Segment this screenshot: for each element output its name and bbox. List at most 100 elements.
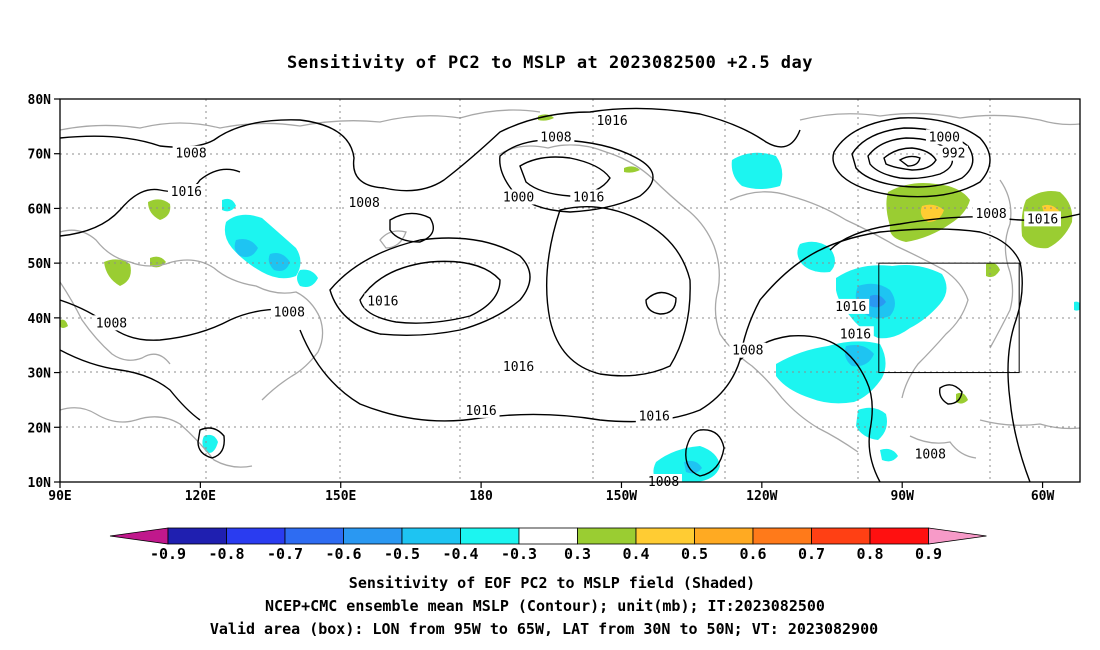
colorbar-tick-label: 0.7 bbox=[798, 545, 825, 563]
contour-label-bg bbox=[972, 205, 1010, 221]
contour-label: 992 bbox=[942, 147, 965, 162]
mslp-contour bbox=[685, 429, 725, 477]
shade-positive bbox=[148, 199, 171, 220]
mslp-contour bbox=[60, 349, 201, 421]
colorbar-swatch bbox=[167, 527, 227, 545]
lat-tick-label: 70N bbox=[28, 148, 52, 163]
colorbar-swatch bbox=[284, 527, 344, 545]
footer-line-2: NCEP+CMC ensemble mean MSLP (Contour); u… bbox=[265, 597, 825, 615]
contour-label-bg bbox=[172, 145, 210, 161]
shade-negative bbox=[222, 198, 236, 212]
contour-label: 1008 bbox=[96, 316, 127, 331]
shade-negative bbox=[880, 448, 898, 462]
contour-label: 1016 bbox=[835, 300, 866, 315]
contour-label-bg bbox=[500, 359, 537, 375]
mslp-contour bbox=[938, 384, 963, 405]
coastline bbox=[729, 191, 969, 399]
contour-label-bg bbox=[462, 402, 500, 418]
colorbar-swatch bbox=[460, 527, 520, 545]
coastline bbox=[60, 407, 253, 468]
lon-tick-label: 150W bbox=[606, 489, 637, 504]
contour-label: 1008 bbox=[975, 207, 1006, 222]
contour-label: 1008 bbox=[175, 147, 206, 162]
contour-label: 1016 bbox=[503, 360, 534, 375]
contour-label-bg bbox=[270, 304, 308, 320]
coastline bbox=[909, 435, 977, 459]
colorbar-high-end bbox=[928, 527, 987, 545]
contour-label-bg bbox=[345, 194, 383, 210]
colorbar-swatch bbox=[518, 527, 578, 545]
shade-positive bbox=[920, 204, 944, 222]
mslp-contour bbox=[898, 155, 921, 167]
contour-label: 1008 bbox=[915, 448, 946, 463]
coastline bbox=[60, 281, 171, 365]
map-panel: 1016 1008 1000 992 1008 1016 1008 1000 1016 1008 1… bbox=[59, 98, 1081, 490]
shade-negative bbox=[1074, 301, 1080, 311]
coastline bbox=[379, 230, 407, 249]
contour-label-bg bbox=[570, 189, 608, 205]
coastline bbox=[979, 419, 1080, 430]
colorbar: -0.9 -0.8 -0.7 -0.6 -0.5 -0.4 -0.3 0.3 0.4 0.5 0.6… bbox=[109, 527, 987, 563]
colorbar-swatch bbox=[811, 527, 871, 545]
contour-label: 1016 bbox=[465, 404, 496, 419]
contour-label-bg bbox=[93, 315, 130, 331]
lon-tick-label: 90W bbox=[890, 489, 914, 504]
contour-label-bg bbox=[925, 129, 963, 145]
contour-label: 1016 bbox=[840, 327, 871, 342]
lon-tick-label: 180 bbox=[469, 489, 493, 504]
contour-label-bg bbox=[837, 326, 874, 342]
colorbar-tick-label: 0.4 bbox=[622, 545, 649, 563]
mslp-contour bbox=[329, 237, 531, 337]
mslp-contour bbox=[545, 206, 691, 377]
colorbar-swatch bbox=[343, 527, 403, 545]
shade-negative bbox=[731, 152, 783, 189]
lon-tick-label: 150E bbox=[325, 489, 356, 504]
contour-label: 1016 bbox=[171, 185, 202, 200]
mslp-contour bbox=[519, 156, 611, 197]
colorbar-tick-label: -0.8 bbox=[208, 545, 244, 563]
colorbar-tick-label: 0.8 bbox=[856, 545, 883, 563]
shade-negative bbox=[268, 253, 290, 271]
latitude-axis: 80N 70N 60N 50N 40N 30N 20N 10N bbox=[28, 93, 60, 491]
contour-label-bg bbox=[911, 446, 949, 462]
figure-title: Sensitivity of PC2 to MSLP at 2023082500… bbox=[287, 53, 813, 73]
shade-negative bbox=[684, 460, 702, 474]
contour-label-bg bbox=[500, 189, 537, 205]
contour-label: 1000 bbox=[929, 130, 960, 145]
colorbar-swatch bbox=[226, 527, 286, 545]
mslp-contour bbox=[883, 147, 937, 171]
contour-label-bg bbox=[939, 145, 968, 161]
shade-positive bbox=[624, 166, 640, 173]
contour-label-bg bbox=[593, 112, 631, 128]
colorbar-swatch bbox=[635, 527, 695, 545]
shade-positive bbox=[60, 319, 68, 328]
mslp-contour bbox=[197, 427, 225, 459]
shade-negative bbox=[844, 345, 874, 367]
shade-positive bbox=[986, 262, 1000, 278]
colorbar-tick-label: -0.3 bbox=[501, 545, 537, 563]
colorbar-tick-label: 0.9 bbox=[915, 545, 942, 563]
longitude-axis: 90E 120E 150E 180 150W 120W 90W 60W bbox=[48, 482, 1054, 504]
lat-tick-label: 80N bbox=[28, 93, 52, 108]
lon-tick-label: 60W bbox=[1031, 489, 1055, 504]
contour-label-bg bbox=[364, 293, 402, 309]
mslp-contour bbox=[389, 212, 434, 243]
colorbar-tick-label: -0.5 bbox=[384, 545, 420, 563]
lat-tick-label: 40N bbox=[28, 312, 52, 327]
contour-label: 1008 bbox=[732, 344, 763, 359]
colorbar-swatch bbox=[694, 527, 754, 545]
lon-tick-label: 120E bbox=[185, 489, 216, 504]
contour-label: 1008 bbox=[348, 196, 379, 211]
colorbar-tick-label: -0.6 bbox=[325, 545, 361, 563]
lat-tick-label: 10N bbox=[28, 476, 52, 491]
lon-tick-label: 120W bbox=[746, 489, 777, 504]
shade-negative bbox=[870, 294, 886, 308]
mslp-contour bbox=[60, 107, 801, 192]
colorbar-tick-label: 0.3 bbox=[564, 545, 591, 563]
lat-tick-label: 30N bbox=[28, 367, 52, 382]
mslp-contour bbox=[299, 261, 801, 423]
lat-tick-label: 60N bbox=[28, 202, 52, 217]
coastline bbox=[799, 112, 1080, 126]
lat-tick-label: 50N bbox=[28, 257, 52, 272]
contour-label-bg bbox=[635, 408, 673, 424]
